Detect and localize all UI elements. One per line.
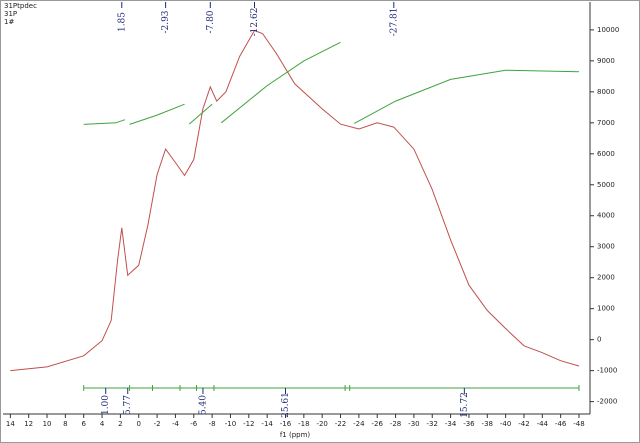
header-line: 1# xyxy=(4,18,14,26)
x-axis-label: f1 (ppm) xyxy=(280,431,311,439)
x-tick-label: -18 xyxy=(298,420,309,428)
x-tick-label: -4 xyxy=(172,420,180,428)
x-tick-label: -26 xyxy=(371,420,383,428)
x-tick-label: -14 xyxy=(261,420,273,428)
x-tick-label: -42 xyxy=(518,420,529,428)
peak-label: 1.85 xyxy=(117,12,127,32)
x-tick-label: -30 xyxy=(408,420,419,428)
x-tick-label: -48 xyxy=(573,420,584,428)
x-tick-label: -12 xyxy=(243,420,254,428)
x-tick-label: -34 xyxy=(445,420,457,428)
x-tick-label: -38 xyxy=(482,420,493,428)
x-tick-label: 14 xyxy=(6,420,15,428)
x-tick-label: -24 xyxy=(353,420,365,428)
x-tick-label: -20 xyxy=(316,420,327,428)
x-tick-label: 12 xyxy=(24,420,33,428)
y-tick-label: -2000 xyxy=(597,398,617,406)
integral-curve xyxy=(83,41,580,125)
x-tick-label: -44 xyxy=(537,420,549,428)
x-tick-label: -36 xyxy=(463,420,475,428)
x-tick-label: -8 xyxy=(209,420,216,428)
peak-label: -2.93 xyxy=(161,10,171,33)
y-tick-label: -1000 xyxy=(597,367,617,375)
integral-label: 1.00 xyxy=(101,395,111,415)
x-tick-label: -40 xyxy=(500,420,511,428)
x-tick-label: -28 xyxy=(390,420,401,428)
x-tick-label: 8 xyxy=(63,420,67,428)
x-tick-label: -10 xyxy=(225,420,236,428)
header-line: 31P xyxy=(4,10,17,18)
x-tick-label: -6 xyxy=(190,420,198,428)
y-tick-label: 1000 xyxy=(597,305,615,313)
x-tick-label: 4 xyxy=(100,420,105,428)
y-tick-label: 4000 xyxy=(597,212,615,220)
y-tick-label: 9000 xyxy=(597,57,615,65)
integral-label: 5.77 xyxy=(123,395,133,415)
x-tick-label: 10 xyxy=(43,420,52,428)
integral-label: 25.61 xyxy=(281,392,291,418)
y-tick-label: 0 xyxy=(597,336,601,344)
peak-label: -12.62 xyxy=(250,8,260,37)
integral-label: 5.40 xyxy=(198,395,208,415)
y-tick-label: 5000 xyxy=(597,181,615,189)
x-tick-label: -22 xyxy=(335,420,346,428)
header-line: 31Ptpdec xyxy=(4,2,37,10)
y-tick-label: 8000 xyxy=(597,88,615,96)
y-tick-label: 2000 xyxy=(597,274,615,282)
x-tick-label: -16 xyxy=(280,420,292,428)
spectrum-line xyxy=(10,29,580,372)
x-tick-label: 6 xyxy=(81,420,86,428)
peak-label: -27.81 xyxy=(389,8,399,37)
y-tick-label: 6000 xyxy=(597,150,615,158)
x-tick-label: -2 xyxy=(154,420,161,428)
peak-label: -7.80 xyxy=(206,10,216,33)
x-tick-label: -46 xyxy=(555,420,567,428)
y-tick-label: 3000 xyxy=(597,243,615,251)
y-tick-label: 7000 xyxy=(597,119,615,127)
x-tick-label: -32 xyxy=(427,420,438,428)
y-tick-label: 10000 xyxy=(597,26,619,34)
x-tick-label: 0 xyxy=(137,420,141,428)
x-tick-label: 2 xyxy=(118,420,122,428)
integral-label: 15.72 xyxy=(460,392,470,418)
